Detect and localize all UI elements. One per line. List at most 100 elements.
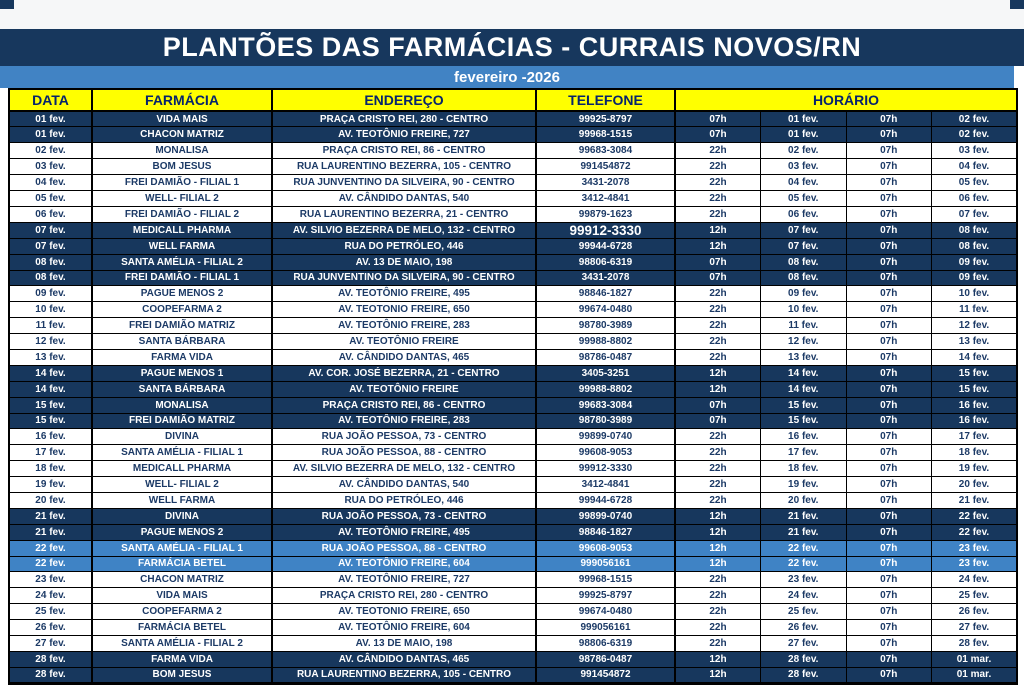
date-cell: 02 fev. (8, 142, 93, 160)
table-row: 17 fev. SANTA AMÉLIA - FILIAL 1 RUA JOÃO P… (8, 444, 1018, 462)
start-hour-cell: 07h (674, 412, 761, 430)
address-cell: AV. TEOTÔNIO FREIRE, 727 (271, 126, 537, 144)
phone-cell: 99988-8802 (535, 380, 676, 398)
end-date-cell: 02 fev. (931, 126, 1018, 144)
start-hour-cell: 22h (674, 158, 761, 176)
end-date-cell: 16 fev. (931, 396, 1018, 414)
address-cell: PRAÇA CRISTO REI, 86 - CENTRO (271, 142, 537, 160)
phone-cell: 99925-8797 (535, 587, 676, 605)
end-date-cell: 02 fev. (931, 110, 1018, 128)
table-row: 05 fev. WELL- FILIAL 2 AV. CÂNDIDO DANTAS,… (8, 189, 1018, 207)
phone-cell: 3405-3251 (535, 364, 676, 382)
end-hour-cell: 07h (845, 237, 932, 255)
end-hour-cell: 07h (845, 158, 932, 176)
end-hour-cell: 07h (845, 396, 932, 414)
address-cell: RUA JUNVENTINO DA SILVEIRA, 90 - CENTRO (271, 269, 537, 287)
pharmacy-cell: CHACON MATRIZ (91, 126, 273, 144)
phone-cell: 98846-1827 (535, 285, 676, 303)
start-hour-cell: 12h (674, 380, 761, 398)
phone-cell: 3431-2078 (535, 269, 676, 287)
phone-cell: 99899-0740 (535, 507, 676, 525)
table-row: 07 fev. WELL FARMA RUA DO PETRÓLEO, 446 999… (8, 237, 1018, 255)
start-hour-cell: 22h (674, 189, 761, 207)
end-hour-cell: 07h (845, 635, 932, 652)
phone-cell: 3431-2078 (535, 174, 676, 191)
address-cell: AV. TEOTÔNIO FREIRE, 604 (271, 555, 537, 573)
table-row: 01 fev. CHACON MATRIZ AV. TEOTÔNIO FREIRE,… (8, 126, 1018, 144)
table-row: 19 fev. WELL- FILIAL 2 AV. CÂNDIDO DANTAS,… (8, 476, 1018, 493)
date-cell: 07 fev. (8, 221, 93, 239)
col-header-phone: TELEFONE (535, 88, 676, 112)
end-date-cell: 14 fev. (931, 348, 1018, 366)
address-cell: AV. CÂNDIDO DANTAS, 540 (271, 189, 537, 207)
start-date-cell: 09 fev. (760, 285, 847, 303)
table-row: 23 fev. CHACON MATRIZ AV. TEOTÔNIO FREIRE,… (8, 571, 1018, 589)
start-date-cell: 22 fev. (760, 555, 847, 573)
top-strip (0, 0, 1024, 29)
start-date-cell: 17 fev. (760, 444, 847, 462)
start-date-cell: 19 fev. (760, 476, 847, 493)
date-cell: 04 fev. (8, 174, 93, 191)
end-hour-cell: 07h (845, 221, 932, 239)
end-hour-cell: 07h (845, 523, 932, 541)
date-cell: 22 fev. (8, 539, 93, 557)
address-cell: RUA JOÃO PESSOA, 88 - CENTRO (271, 444, 537, 462)
date-cell: 21 fev. (8, 507, 93, 525)
end-date-cell: 15 fev. (931, 364, 1018, 382)
start-hour-cell: 12h (674, 364, 761, 382)
pharmacy-cell: SANTA AMÉLIA - FILIAL 1 (91, 539, 273, 557)
start-hour-cell: 12h (674, 666, 761, 684)
col-header-address: ENDEREÇO (271, 88, 537, 112)
pharmacy-cell: WELL FARMA (91, 237, 273, 255)
end-hour-cell: 07h (845, 491, 932, 509)
end-date-cell: 27 fev. (931, 619, 1018, 636)
start-hour-cell: 22h (674, 348, 761, 366)
table-body: 01 fev. VIDA MAIS PRAÇA CRISTO REI, 280 - … (8, 110, 1018, 684)
pharmacy-cell: FARMA VIDA (91, 650, 273, 668)
end-hour-cell: 07h (845, 444, 932, 462)
phone-cell: 99683-3084 (535, 142, 676, 160)
date-cell: 27 fev. (8, 635, 93, 652)
table-row: 28 fev. FARMA VIDA AV. CÂNDIDO DANTAS, 465… (8, 650, 1018, 668)
start-hour-cell: 07h (674, 253, 761, 271)
start-hour-cell: 07h (674, 269, 761, 287)
address-cell: RUA JOÃO PESSOA, 73 - CENTRO (271, 507, 537, 525)
phone-cell: 999056161 (535, 555, 676, 573)
pharmacy-cell: BOM JESUS (91, 158, 273, 176)
table-row: 08 fev. SANTA AMÉLIA - FILIAL 2 AV. 13 DE … (8, 253, 1018, 271)
phone-cell: 991454872 (535, 666, 676, 684)
phone-cell: 99988-8802 (535, 333, 676, 350)
end-hour-cell: 07h (845, 333, 932, 350)
phone-cell: 99925-8797 (535, 110, 676, 128)
end-hour-cell: 07h (845, 428, 932, 446)
start-date-cell: 28 fev. (760, 650, 847, 668)
date-cell: 12 fev. (8, 333, 93, 350)
end-hour-cell: 07h (845, 412, 932, 430)
start-hour-cell: 22h (674, 476, 761, 493)
phone-cell: 99968-1515 (535, 126, 676, 144)
pharmacy-cell: WELL FARMA (91, 491, 273, 509)
address-cell: AV. TEOTONIO FREIRE, 650 (271, 301, 537, 319)
pharmacy-cell: DIVINA (91, 507, 273, 525)
address-cell: AV. TEOTÔNIO FREIRE (271, 333, 537, 350)
date-cell: 10 fev. (8, 301, 93, 319)
end-hour-cell: 07h (845, 205, 932, 223)
address-cell: PRAÇA CRISTO REI, 280 - CENTRO (271, 110, 537, 128)
end-date-cell: 13 fev. (931, 333, 1018, 350)
table-row: 11 fev. FREI DAMIÃO MATRIZ AV. TEOTÔNIO FR… (8, 317, 1018, 335)
address-cell: RUA JOÃO PESSOA, 88 - CENTRO (271, 539, 537, 557)
end-hour-cell: 07h (845, 555, 932, 573)
address-cell: PRAÇA CRISTO REI, 86 - CENTRO (271, 396, 537, 414)
start-hour-cell: 22h (674, 285, 761, 303)
start-hour-cell: 22h (674, 571, 761, 589)
end-date-cell: 25 fev. (931, 587, 1018, 605)
phone-cell: 99683-3084 (535, 396, 676, 414)
table-row: 25 fev. COOPEFARMA 2 AV. TEOTONIO FREIRE, … (8, 603, 1018, 621)
table-row: 16 fev. DIVINA RUA JOÃO PESSOA, 73 - CENTR… (8, 428, 1018, 446)
start-date-cell: 28 fev. (760, 666, 847, 684)
start-hour-cell: 22h (674, 428, 761, 446)
phone-cell: 3412-4841 (535, 476, 676, 493)
address-cell: AV. SILVIO BEZERRA DE MELO, 132 - CENTRO (271, 221, 537, 239)
start-date-cell: 11 fev. (760, 317, 847, 335)
phone-cell: 999056161 (535, 619, 676, 636)
